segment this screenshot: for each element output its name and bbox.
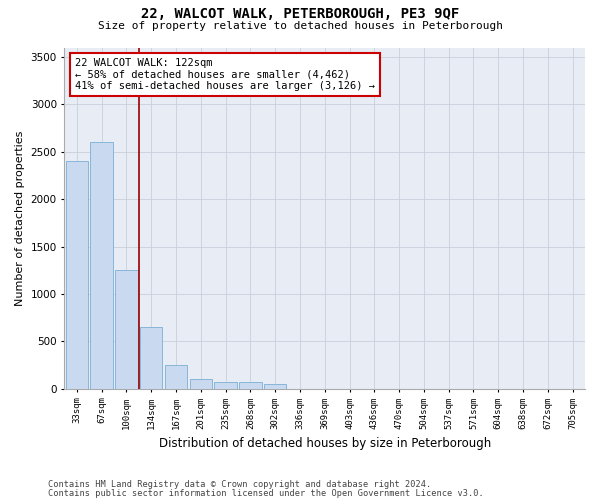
Bar: [190, 380, 212, 389]
Bar: [65, 162, 88, 389]
Text: 22, WALCOT WALK, PETERBOROUGH, PE3 9QF: 22, WALCOT WALK, PETERBOROUGH, PE3 9QF: [141, 8, 459, 22]
Bar: [165, 365, 187, 389]
X-axis label: Distribution of detached houses by size in Peterborough: Distribution of detached houses by size …: [158, 437, 491, 450]
Bar: [264, 384, 286, 389]
Text: 22 WALCOT WALK: 122sqm
← 58% of detached houses are smaller (4,462)
41% of semi-: 22 WALCOT WALK: 122sqm ← 58% of detached…: [75, 58, 375, 91]
Bar: [115, 270, 137, 389]
Y-axis label: Number of detached properties: Number of detached properties: [15, 130, 25, 306]
Bar: [140, 327, 163, 389]
Text: Size of property relative to detached houses in Peterborough: Size of property relative to detached ho…: [97, 21, 503, 31]
Bar: [239, 382, 262, 389]
Bar: [214, 382, 237, 389]
Bar: [91, 142, 113, 389]
Text: Contains HM Land Registry data © Crown copyright and database right 2024.: Contains HM Land Registry data © Crown c…: [48, 480, 431, 489]
Text: Contains public sector information licensed under the Open Government Licence v3: Contains public sector information licen…: [48, 488, 484, 498]
